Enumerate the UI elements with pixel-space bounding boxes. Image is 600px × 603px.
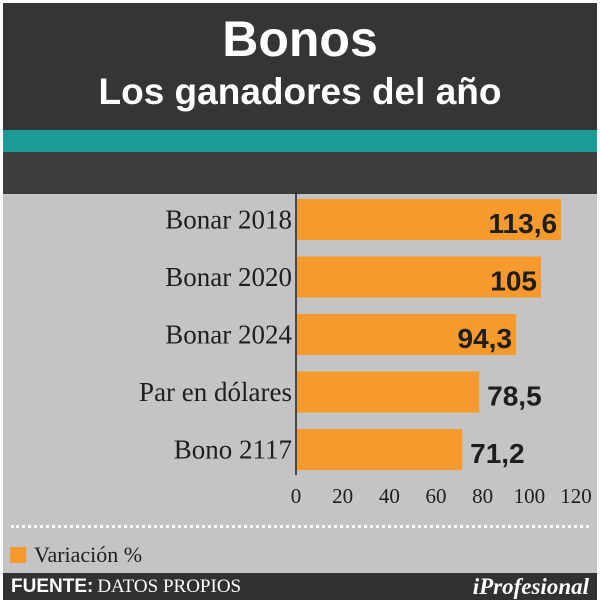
data-label: 113,6 (489, 208, 558, 239)
legend: Variación % (10, 542, 142, 568)
accent-stripe (3, 130, 597, 152)
infographic: Bonos Los ganadores del año Bonar 2018 11… (3, 3, 597, 600)
header-band (3, 152, 597, 194)
bar (297, 314, 517, 355)
source-value: DATOS PROPIOS (97, 576, 242, 597)
data-label: 71,2 (470, 438, 524, 469)
data-label: 78,5 (487, 381, 541, 412)
legend-label: Variación % (34, 542, 143, 567)
x-tick-label: 100 (514, 484, 546, 508)
page-subtitle: Los ganadores del año (98, 71, 502, 112)
bar-chart: Bonar 2018 113,6 Bonar 2020 105 Bonar 2024 94… (139, 191, 592, 508)
header: Bonos Los ganadores del año (3, 3, 597, 130)
dotted-divider (11, 525, 589, 528)
footer: FUENTE: DATOS PROPIOS iProfesional (3, 573, 597, 600)
category-label: Par en dólares (139, 377, 292, 407)
data-label: 94,3 (458, 323, 513, 354)
x-tick-label: 80 (472, 484, 493, 508)
category-label: Bonar 2018 (165, 205, 292, 235)
category-label: Bono 2117 (174, 435, 292, 465)
page-title: Bonos (222, 11, 378, 67)
bar (297, 256, 541, 298)
source-line: FUENTE: DATOS PROPIOS (11, 573, 241, 600)
x-tick-label: 0 (291, 484, 302, 508)
bar (297, 199, 562, 240)
x-tick-label: 120 (560, 484, 592, 508)
bar (297, 429, 463, 470)
data-label: 105 (490, 266, 537, 297)
legend-swatch (10, 547, 26, 563)
x-tick-label: 60 (426, 484, 447, 508)
brand-logo: iProfesional (472, 574, 589, 599)
category-label: Bonar 2024 (165, 320, 292, 350)
bar (297, 371, 480, 413)
x-tick-label: 20 (332, 484, 353, 508)
x-tick-label: 40 (379, 484, 400, 508)
category-label: Bonar 2020 (165, 262, 292, 292)
source-label: FUENTE: (11, 576, 94, 597)
